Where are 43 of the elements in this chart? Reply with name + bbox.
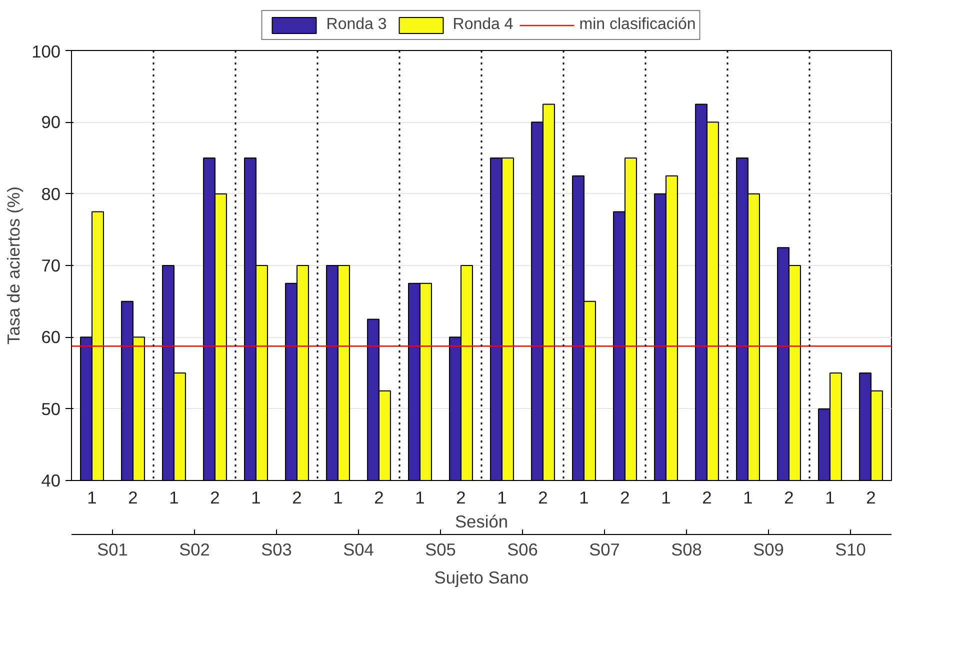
x-tick-label: 2	[538, 488, 548, 508]
x-tick-label: 2	[292, 488, 302, 508]
x-tick-label: 1	[497, 488, 507, 508]
x-tick-label: 1	[579, 488, 589, 508]
x-tick-label: 2	[128, 488, 138, 508]
y-tick-label: 100	[32, 42, 61, 62]
x-tick-label: 2	[210, 488, 220, 508]
x-tick-label: 1	[415, 488, 425, 508]
text: S10	[835, 540, 866, 560]
text: S04	[343, 540, 374, 560]
y-tick-label: 90	[41, 112, 61, 132]
y-tick-label: 40	[41, 470, 61, 490]
x-tick-label: 2	[374, 488, 384, 508]
x-tick-label: 2	[866, 488, 876, 508]
x-tick-label: 2	[620, 488, 630, 508]
x-tick-label: 1	[333, 488, 343, 508]
y-tick-label: 70	[41, 256, 61, 276]
x-tick-label: 2	[702, 488, 712, 508]
text: S01	[97, 540, 128, 560]
x-tick-label: 1	[251, 488, 261, 508]
x-tick-label: 2	[784, 488, 794, 508]
text: S08	[671, 540, 702, 560]
y-tick-label: 50	[41, 398, 61, 419]
x-tick-label: 1	[825, 488, 835, 508]
legend-label: min clasificación	[579, 16, 696, 34]
x-tick-label: 1	[169, 488, 179, 508]
x-tick-label: 1	[743, 488, 753, 508]
y-tick-label: 60	[41, 327, 61, 348]
x-tick-label: 2	[456, 488, 466, 508]
legend-label: Ronda 3	[326, 16, 387, 34]
x-tick-label: 1	[661, 488, 671, 508]
text: S06	[507, 540, 538, 560]
x-axis-title: Sesión	[455, 512, 508, 532]
text: S05	[425, 540, 456, 560]
x-tick-label: 1	[87, 488, 97, 508]
x2-axis-title: Sujeto Sano	[434, 568, 529, 588]
legend-label: Ronda 4	[452, 16, 514, 34]
y-tick-label: 80	[41, 184, 61, 204]
text: S03	[261, 540, 292, 560]
text: S02	[179, 540, 210, 560]
text: S07	[589, 540, 620, 560]
text: S09	[753, 540, 784, 560]
y-axis-title: Tasa de aciertos (%)	[4, 186, 24, 344]
